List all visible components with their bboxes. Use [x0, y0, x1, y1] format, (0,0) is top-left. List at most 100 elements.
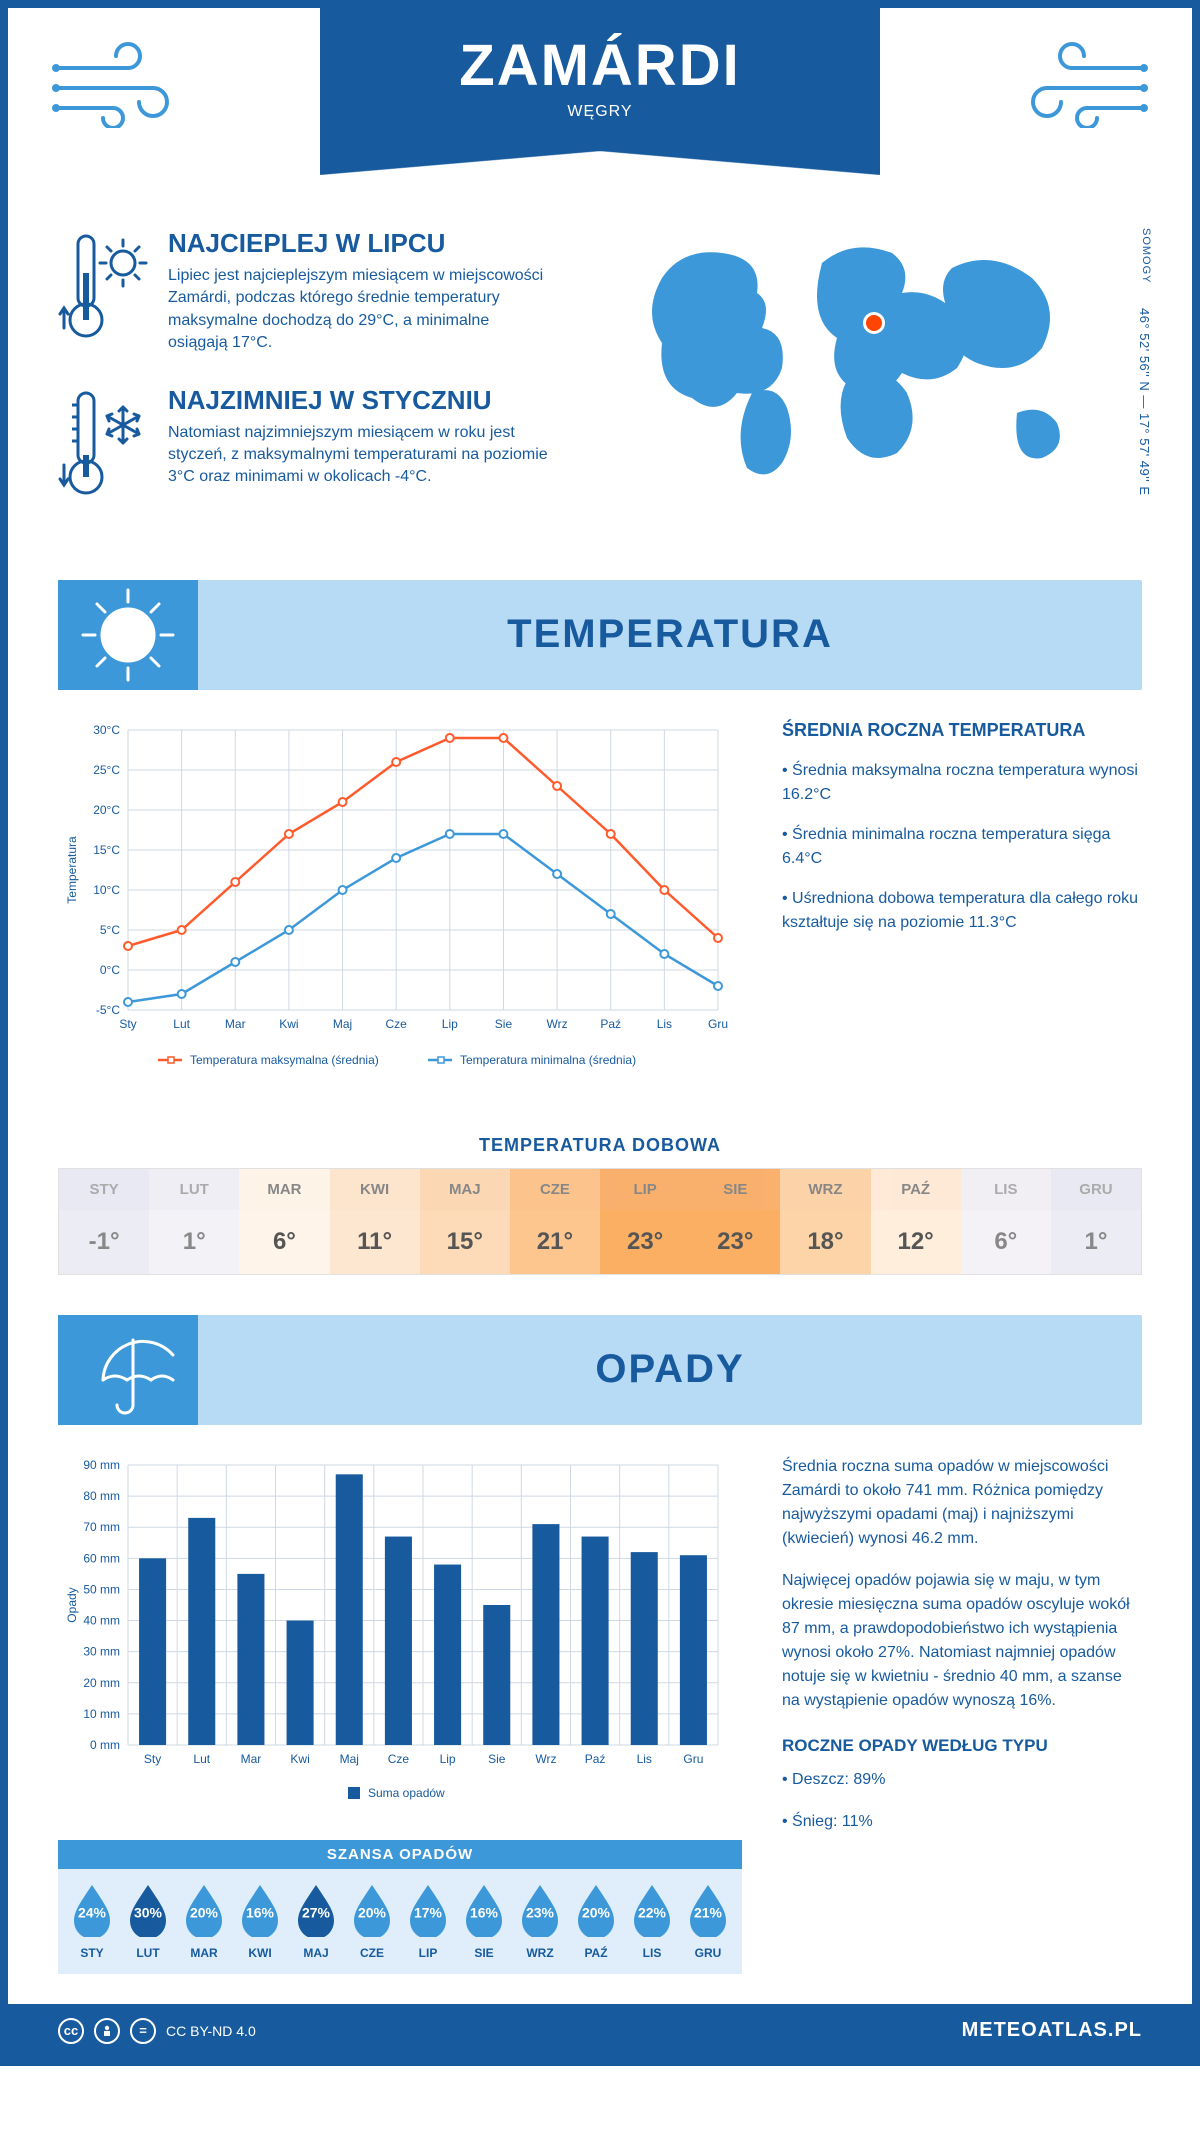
thermometer-hot-icon	[58, 228, 148, 355]
hottest-title: NAJCIEPLEJ W LIPCU	[168, 228, 548, 259]
svg-text:Lut: Lut	[193, 1752, 210, 1766]
svg-text:Kwi: Kwi	[279, 1017, 298, 1031]
intro-text-col: NAJCIEPLEJ W LIPCU Lipiec jest najcieple…	[58, 228, 592, 540]
coldest-desc: Natomiast najzimniejszym miesiącem w rok…	[168, 422, 548, 489]
cc-icon: cc	[58, 2018, 84, 2044]
svg-text:25°C: 25°C	[93, 763, 120, 777]
precip-by-type-0: • Deszcz: 89%	[782, 1768, 1142, 1792]
temperature-summary-title: ŚREDNIA ROCZNA TEMPERATURA	[782, 720, 1142, 741]
svg-text:Gru: Gru	[683, 1752, 703, 1766]
svg-text:20 mm: 20 mm	[83, 1675, 120, 1689]
svg-text:Paź: Paź	[585, 1752, 606, 1766]
coords-label: 46° 52' 56'' N — 17° 57' 49'' E	[1137, 308, 1152, 496]
map-block: SOMOGY 46° 52' 56'' N — 17° 57' 49'' E	[622, 228, 1142, 540]
title-banner: ZAMÁRDI WĘGRY	[320, 8, 880, 151]
wind-icon-right	[1002, 38, 1152, 133]
daily-temperature-title: TEMPERATURA DOBOWA	[8, 1135, 1192, 1156]
precip-para-2: Najwięcej opadów pojawia się w maju, w t…	[782, 1569, 1142, 1713]
intro-section: NAJCIEPLEJ W LIPCU Lipiec jest najcieple…	[8, 198, 1192, 560]
daily-cell: LIP23°	[600, 1169, 690, 1274]
svg-text:Gru: Gru	[708, 1017, 728, 1031]
license-text: CC BY-ND 4.0	[166, 2023, 256, 2039]
svg-text:70 mm: 70 mm	[83, 1520, 120, 1534]
svg-text:60 mm: 60 mm	[83, 1551, 120, 1565]
daily-cell: MAR6°	[239, 1169, 329, 1274]
svg-text:Sie: Sie	[488, 1752, 506, 1766]
precip-by-type-1: • Śnieg: 11%	[782, 1810, 1142, 1834]
svg-text:Temperatura maksymalna (średni: Temperatura maksymalna (średnia)	[190, 1053, 379, 1067]
temperature-bullet-0: • Średnia maksymalna roczna temperatura …	[782, 759, 1142, 807]
svg-text:Lip: Lip	[442, 1017, 458, 1031]
precipitation-left-col: 0 mm10 mm20 mm30 mm40 mm50 mm60 mm70 mm8…	[58, 1455, 742, 1974]
svg-text:Temperatura: Temperatura	[65, 836, 79, 904]
precipitation-bar-chart: 0 mm10 mm20 mm30 mm40 mm50 mm60 mm70 mm8…	[58, 1455, 742, 1820]
infographic-page: ZAMÁRDI WĘGRY NAJCIEPLEJ W	[0, 0, 1200, 2066]
chance-cell: 17%LIP	[400, 1881, 456, 1960]
svg-text:90 mm: 90 mm	[83, 1458, 120, 1472]
coldest-block: NAJZIMNIEJ W STYCZNIU Natomiast najzimni…	[58, 385, 592, 510]
daily-temperature-table: STY-1°LUT1°MAR6°KWI11°MAJ15°CZE21°LIP23°…	[58, 1168, 1142, 1275]
daily-cell: WRZ18°	[780, 1169, 870, 1274]
chance-title: SZANSA OPADÓW	[58, 1840, 742, 1869]
svg-text:10°C: 10°C	[93, 883, 120, 897]
coldest-text: NAJZIMNIEJ W STYCZNIU Natomiast najzimni…	[168, 385, 548, 510]
svg-text:Cze: Cze	[388, 1752, 410, 1766]
site-name: METEOATLAS.PL	[962, 2019, 1142, 2042]
svg-text:Lut: Lut	[173, 1017, 190, 1031]
hottest-text: NAJCIEPLEJ W LIPCU Lipiec jest najcieple…	[168, 228, 548, 355]
section-header-precipitation: OPADY	[58, 1315, 1142, 1425]
svg-text:40 mm: 40 mm	[83, 1613, 120, 1627]
coldest-title: NAJZIMNIEJ W STYCZNIU	[168, 385, 548, 416]
umbrella-icon	[58, 1315, 198, 1425]
chance-cell: 24%STY	[64, 1881, 120, 1960]
temperature-summary: ŚREDNIA ROCZNA TEMPERATURA • Średnia mak…	[782, 720, 1142, 1085]
temperature-bullet-2: • Uśredniona dobowa temperatura dla całe…	[782, 887, 1142, 935]
svg-text:50 mm: 50 mm	[83, 1582, 120, 1596]
svg-text:Maj: Maj	[333, 1017, 352, 1031]
daily-cell: GRU1°	[1051, 1169, 1141, 1274]
svg-text:5°C: 5°C	[100, 923, 120, 937]
nd-icon: =	[130, 2018, 156, 2044]
country-subtitle: WĘGRY	[320, 103, 880, 121]
chance-cell: 20%PAŹ	[568, 1881, 624, 1960]
sun-icon	[58, 580, 198, 690]
svg-text:0°C: 0°C	[100, 963, 120, 977]
chance-cell: 20%MAR	[176, 1881, 232, 1960]
by-icon	[94, 2018, 120, 2044]
temperature-bullet-1: • Średnia minimalna roczna temperatura s…	[782, 823, 1142, 871]
svg-text:Sty: Sty	[119, 1017, 136, 1031]
svg-text:-5°C: -5°C	[96, 1003, 120, 1017]
daily-cell: LUT1°	[149, 1169, 239, 1274]
daily-cell: SIE23°	[690, 1169, 780, 1274]
daily-cell: CZE21°	[510, 1169, 600, 1274]
section-title-precipitation: OPADY	[198, 1347, 1142, 1392]
chance-cell: 21%GRU	[680, 1881, 736, 1960]
svg-text:Sty: Sty	[144, 1752, 161, 1766]
precipitation-chance-strip: SZANSA OPADÓW 24%STY30%LUT20%MAR16%KWI27…	[58, 1840, 742, 1974]
chance-cell: 30%LUT	[120, 1881, 176, 1960]
svg-text:Paź: Paź	[600, 1017, 621, 1031]
section-title-temperature: TEMPERATURA	[198, 612, 1142, 657]
svg-text:Cze: Cze	[386, 1017, 408, 1031]
license-block: cc = CC BY-ND 4.0	[58, 2018, 256, 2044]
svg-text:20°C: 20°C	[93, 803, 120, 817]
world-map-icon	[622, 228, 1102, 488]
svg-text:Maj: Maj	[340, 1752, 359, 1766]
svg-text:30°C: 30°C	[93, 723, 120, 737]
chance-cell: 22%LIS	[624, 1881, 680, 1960]
wind-icon-left	[48, 38, 198, 133]
chance-cell: 20%CZE	[344, 1881, 400, 1960]
header: ZAMÁRDI WĘGRY	[8, 8, 1192, 198]
svg-text:Mar: Mar	[241, 1752, 262, 1766]
svg-text:Wrz: Wrz	[535, 1752, 556, 1766]
svg-text:10 mm: 10 mm	[83, 1706, 120, 1720]
daily-cell: PAŹ12°	[871, 1169, 961, 1274]
temperature-line-chart: -5°C0°C5°C10°C15°C20°C25°C30°CStyLutMarK…	[58, 720, 742, 1085]
thermometer-cold-icon	[58, 385, 148, 510]
precip-by-type-title: ROCZNE OPADY WEDŁUG TYPU	[782, 1733, 1142, 1759]
svg-text:Suma opadów: Suma opadów	[368, 1786, 445, 1800]
svg-text:Temperatura minimalna (średnia: Temperatura minimalna (średnia)	[460, 1053, 636, 1067]
svg-text:Lis: Lis	[637, 1752, 652, 1766]
chance-cell: 16%KWI	[232, 1881, 288, 1960]
precipitation-summary: Średnia roczna suma opadów w miejscowośc…	[782, 1455, 1142, 1974]
